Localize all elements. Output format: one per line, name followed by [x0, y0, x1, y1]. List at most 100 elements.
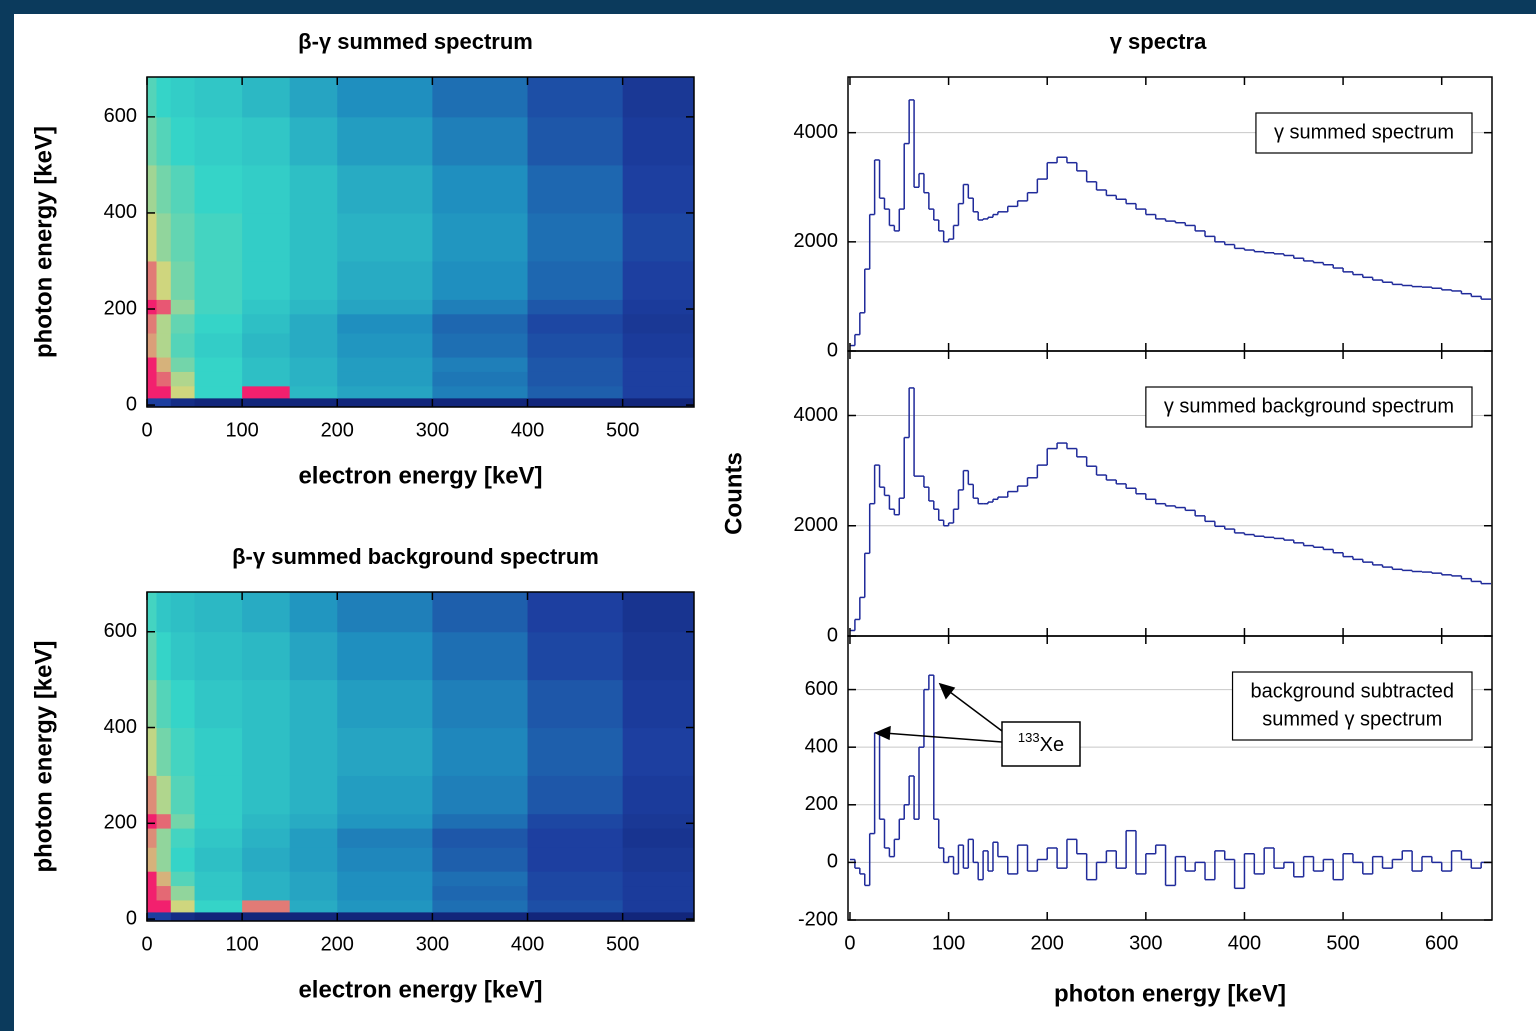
heatmap-cell — [289, 371, 338, 387]
x-tick-label: 500 — [606, 419, 639, 441]
heatmap-cell — [194, 385, 243, 399]
heatmap-cell — [289, 911, 338, 922]
heatmap-cell — [432, 885, 529, 901]
heatmap-cell — [432, 871, 529, 887]
heatmap-cell — [432, 313, 529, 334]
heatmap-cell — [242, 813, 291, 829]
heatmap-cell — [337, 885, 433, 901]
heatmap-cell — [170, 385, 196, 399]
heatmap-cell — [147, 847, 158, 872]
heatmap-cell — [156, 679, 172, 729]
x-tick-label: 200 — [321, 419, 354, 441]
legend-entry: background subtracted — [1251, 680, 1454, 702]
heatmap-cell — [147, 164, 158, 214]
heatmap-cell — [242, 333, 291, 358]
heatmap-cell — [194, 871, 243, 887]
heatmap-cell — [622, 631, 695, 681]
heatmap-cell — [337, 871, 433, 887]
heatmap-cell — [527, 212, 624, 262]
heatmap-cell — [242, 885, 291, 901]
heatmap-cell — [622, 260, 695, 300]
heatmap-cell — [170, 371, 196, 387]
heatmap-cell — [147, 357, 158, 372]
heatmap-cell — [337, 371, 433, 387]
heatmap-cell — [432, 727, 529, 776]
x-tick-label: 0 — [141, 419, 152, 441]
x-tick-label: 400 — [1228, 932, 1261, 954]
heatmap-cell — [194, 592, 243, 633]
heatmap-cell — [527, 299, 624, 315]
heatmap-cell — [289, 357, 338, 372]
heatmap-cell — [194, 631, 243, 681]
heatmap-cell — [337, 813, 433, 829]
heatmap-cell — [156, 371, 172, 387]
heatmap-cell — [289, 385, 338, 399]
heatmap-cell — [622, 828, 695, 848]
legend-box — [1255, 112, 1473, 154]
annotation-label: 133Xe — [1018, 730, 1064, 756]
x-axis-label: photon energy [keV] — [1054, 980, 1286, 1007]
heatmap-cell — [622, 885, 695, 901]
heatmap-cell — [242, 357, 291, 372]
heatmap-cell — [289, 397, 338, 408]
heatmap-cell — [527, 813, 624, 829]
heatmap-cell — [147, 299, 158, 315]
heatmap-cell — [170, 679, 196, 729]
heatmap-cell — [527, 77, 624, 118]
heatmap-cell — [527, 727, 624, 776]
heatmap-cell — [194, 727, 243, 776]
heatmap-cell — [170, 727, 196, 776]
heatmap-cell — [337, 357, 433, 372]
chart-title: γ spectra — [1110, 29, 1207, 54]
heatmap-cell — [242, 847, 291, 872]
plot-frame — [146, 76, 695, 408]
y-tick-label: 400 — [805, 735, 838, 757]
heatmap-cell — [194, 371, 243, 387]
heatmap-cell — [242, 911, 291, 922]
x-tick-label: 200 — [321, 933, 354, 955]
heatmap-cell — [337, 164, 433, 214]
heatmap-cell — [156, 333, 172, 358]
x-tick-label: 100 — [932, 932, 965, 954]
heatmap-cell — [170, 847, 196, 872]
heatmap-cell — [622, 397, 695, 408]
heatmap-cell — [147, 397, 158, 408]
heatmap-cell — [194, 333, 243, 358]
heatmap-cell — [527, 885, 624, 901]
heatmap-cell — [147, 679, 158, 729]
legend-entry: γ summed spectrum — [1274, 121, 1454, 143]
heatmap-cell — [289, 775, 338, 815]
heatmap-cell — [170, 631, 196, 681]
y-tick-label: 0 — [126, 907, 137, 929]
y-tick-label: 200 — [805, 793, 838, 815]
heatmap-cell — [622, 847, 695, 872]
y-tick-label: 600 — [805, 678, 838, 700]
heatmap-cell — [289, 899, 338, 913]
heatmap-cell — [622, 899, 695, 913]
heatmap-cell — [527, 775, 624, 815]
heatmap-cell — [527, 116, 624, 166]
heatmap-cell — [242, 397, 291, 408]
heatmap-cell — [194, 828, 243, 848]
chart-title: β-γ summed spectrum — [298, 29, 533, 54]
heatmap-cell — [289, 164, 338, 214]
heatmap-cell — [432, 592, 529, 633]
histogram-riser — [854, 99, 1482, 346]
heatmap-cell — [170, 299, 196, 315]
heatmap-cell — [622, 77, 695, 118]
heatmap-cell — [147, 77, 158, 118]
y-tick-label: 2000 — [794, 514, 839, 536]
heatmap-cell — [432, 116, 529, 166]
heatmap-cell — [156, 357, 172, 372]
y-tick-label: 600 — [104, 620, 137, 642]
heatmap-cell — [156, 727, 172, 776]
heatmap-cell — [194, 164, 243, 214]
heatmap-cell — [622, 871, 695, 887]
heatmap-cell — [194, 899, 243, 913]
x-tick-label: 300 — [416, 419, 449, 441]
y-tick-label: 0 — [827, 851, 838, 873]
arrow-line — [945, 688, 1003, 732]
heatmap-cell — [337, 397, 433, 408]
y-tick-label: 600 — [104, 105, 137, 127]
heatmap-cell — [170, 313, 196, 334]
